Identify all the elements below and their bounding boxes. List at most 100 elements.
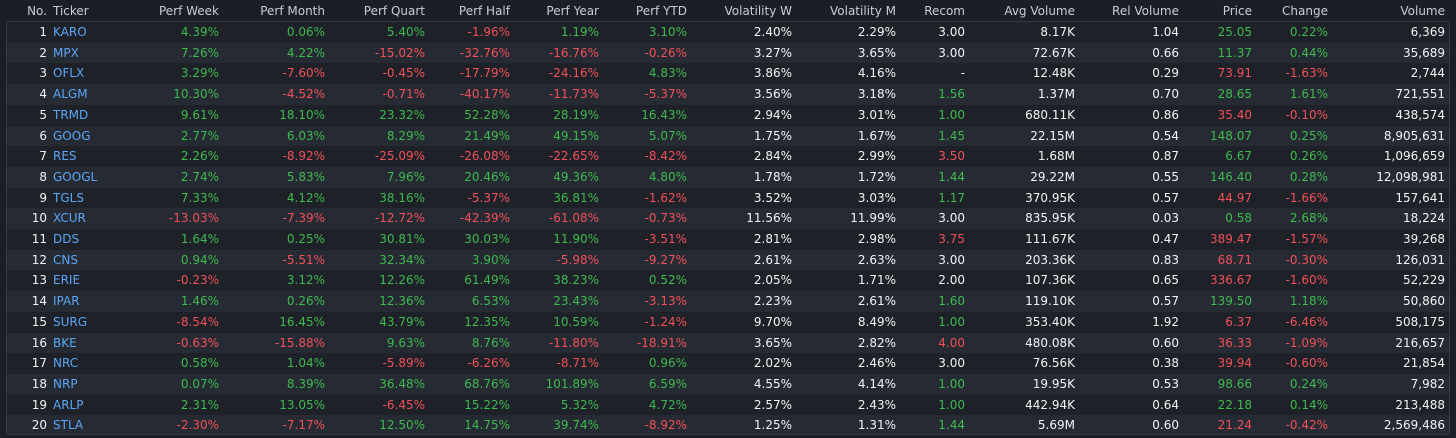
- cell-ticker-link[interactable]: KARO: [53, 25, 87, 39]
- cell-perf-quart: -0.71%: [382, 87, 425, 102]
- table-row[interactable]: 19 ARLP 2.31% 13.05% -6.45% 15.22% 5.32% 4.72% 2…: [7, 394, 1449, 416]
- cell-price: 6.37: [1225, 314, 1252, 329]
- cell-ticker-link[interactable]: CNS: [53, 252, 78, 267]
- table-row[interactable]: 18 NRP 0.07% 8.39% 36.48% 68.76% 101.89% 6.59% 4…: [7, 373, 1449, 395]
- cell-row-number: 9: [39, 190, 47, 205]
- cell-perf-week: -8.54%: [176, 314, 219, 329]
- column-header-change[interactable]: Change: [1282, 4, 1328, 18]
- column-header-perf-ytd[interactable]: Perf YTD: [635, 4, 687, 18]
- column-header-recommendation[interactable]: Recom: [924, 4, 965, 18]
- cell-row-number: 11: [31, 232, 47, 246]
- cell-volatility-month: 1.71%: [857, 273, 896, 288]
- cell-ticker-link[interactable]: TGLS: [53, 190, 84, 205]
- cell-volatility-month: 2.63%: [857, 252, 896, 267]
- cell-volume: 39,268: [1403, 232, 1445, 246]
- table-row[interactable]: 11 DDS 1.64% 0.25% 30.81% 30.03% 11.90% -3.51% 2…: [7, 229, 1449, 250]
- cell-rel-volume: 0.60: [1152, 335, 1179, 350]
- cell-perf-year: 49.36%: [553, 169, 599, 184]
- cell-ticker-link[interactable]: SURG: [53, 314, 88, 329]
- cell-price: 139.50: [1210, 294, 1252, 309]
- cell-change: -6.46%: [1285, 314, 1328, 329]
- column-header-volume[interactable]: Volume: [1400, 4, 1445, 18]
- cell-perf-quart: -0.45%: [382, 66, 425, 81]
- cell-perf-year: 23.43%: [553, 294, 599, 309]
- cell-ticker-link[interactable]: MPX: [53, 45, 79, 60]
- cell-recommendation: 3.00: [938, 356, 965, 371]
- cell-perf-ytd: -3.51%: [644, 232, 687, 246]
- cell-ticker-link[interactable]: ARLP: [53, 397, 84, 412]
- table-row[interactable]: 13 ERIE -0.23% 3.12% 12.26% 61.49% 38.23% 0.52%…: [7, 270, 1449, 292]
- cell-ticker-link[interactable]: BKE: [53, 335, 77, 350]
- column-header-volatility-month[interactable]: Volatility M: [830, 4, 896, 18]
- table-row[interactable]: 8 GOOGL 2.74% 5.83% 7.96% 20.46% 49.36% 4.80% 1.…: [7, 166, 1449, 188]
- table-row[interactable]: 16 BKE -0.63% -15.88% 9.63% 8.76% -11.80% -18.9…: [7, 332, 1449, 354]
- table-row[interactable]: 5 TRMD 9.61% 18.10% 23.32% 52.28% 28.19% 16.43%…: [7, 104, 1449, 126]
- cell-perf-year: 28.19%: [553, 107, 599, 122]
- cell-perf-year: -5.98%: [556, 252, 599, 267]
- column-header-price[interactable]: Price: [1222, 4, 1252, 18]
- cell-perf-half: -6.26%: [467, 356, 510, 371]
- column-header-rel-volume[interactable]: Rel Volume: [1112, 4, 1179, 18]
- cell-perf-ytd: -1.62%: [644, 190, 687, 205]
- cell-perf-month: -8.92%: [282, 149, 325, 164]
- cell-ticker-link[interactable]: OFLX: [53, 66, 85, 81]
- cell-ticker-link[interactable]: NRC: [53, 356, 79, 371]
- column-header-perf-month[interactable]: Perf Month: [260, 4, 325, 18]
- column-header-perf-quart[interactable]: Perf Quart: [363, 4, 425, 18]
- table-row[interactable]: 10 XCUR -13.03% -7.39% -12.72% -42.39% -61.08%…: [7, 208, 1449, 229]
- table-row[interactable]: 6 GOOG 2.77% 6.03% 8.29% 21.49% 49.15% 5.07% 1.7…: [7, 125, 1449, 147]
- cell-volume: 21,854: [1403, 356, 1445, 371]
- column-header-volatility-week[interactable]: Volatility W: [724, 4, 793, 18]
- cell-volatility-week: 2.40%: [753, 25, 792, 39]
- cell-volume: 7,982: [1410, 376, 1445, 391]
- column-header-perf-half[interactable]: Perf Half: [458, 4, 510, 18]
- column-header-row-number[interactable]: No.: [27, 4, 47, 18]
- cell-ticker-link[interactable]: IPAR: [53, 294, 80, 309]
- cell-ticker-link[interactable]: GOOG: [53, 128, 91, 143]
- cell-ticker-link[interactable]: ERIE: [53, 273, 81, 288]
- cell-perf-quart: 12.36%: [379, 294, 425, 309]
- cell-perf-month: 18.10%: [279, 107, 325, 122]
- cell-row-number: 20: [31, 418, 47, 433]
- cell-ticker-link[interactable]: DDS: [53, 232, 80, 246]
- cell-perf-month: 3.12%: [286, 273, 325, 288]
- cell-ticker-link[interactable]: NRP: [53, 376, 78, 391]
- cell-rel-volume: 0.53: [1152, 376, 1179, 391]
- cell-perf-quart: -12.72%: [374, 211, 425, 226]
- table-row[interactable]: 20 STLA -2.30% -7.17% 12.50% 14.75% 39.74% -8.9…: [7, 415, 1449, 434]
- column-header-avg-volume[interactable]: Avg Volume: [1004, 4, 1075, 18]
- cell-change: -1.60%: [1285, 273, 1328, 288]
- column-header-ticker-link[interactable]: Ticker: [53, 4, 89, 18]
- table-row[interactable]: 12 CNS 0.94% -5.51% 32.34% 3.90% -5.98% -9.27% 2…: [7, 249, 1449, 271]
- table-row[interactable]: 7 RES 2.26% -8.92% -25.09% -26.08% -22.65% -8.4…: [7, 146, 1449, 167]
- table-row[interactable]: 9 TGLS 7.33% 4.12% 38.16% -5.37% 36.81% -1.62% 3…: [7, 187, 1449, 209]
- table-row[interactable]: 17 NRC 0.58% 1.04% -5.89% -6.26% -8.71% 0.96% 2.…: [7, 353, 1449, 374]
- cell-rel-volume: 0.60: [1152, 418, 1179, 433]
- cell-row-number: 4: [39, 87, 47, 102]
- cell-perf-half: 21.49%: [464, 128, 510, 143]
- cell-perf-half: 12.35%: [464, 314, 510, 329]
- column-header-perf-week[interactable]: Perf Week: [158, 4, 219, 18]
- cell-ticker-link[interactable]: ALGM: [53, 87, 88, 102]
- cell-rel-volume: 0.70: [1152, 87, 1179, 102]
- cell-perf-year: -61.08%: [548, 211, 599, 226]
- cell-ticker-link[interactable]: STLA: [53, 418, 84, 433]
- cell-recommendation: 1.00: [938, 314, 965, 329]
- table-row[interactable]: 14 IPAR 1.46% 0.26% 12.36% 6.53% 23.43% -3.13% 2…: [7, 291, 1449, 312]
- table-row[interactable]: 1 KARO 4.39% 0.06% 5.40% -1.96% 1.19% 3.10% 2.40…: [7, 22, 1449, 43]
- cell-avg-volume: 480.08K: [1025, 335, 1075, 350]
- cell-volatility-month: 1.72%: [857, 169, 896, 184]
- cell-volatility-week: 1.25%: [753, 418, 792, 433]
- cell-volatility-month: 2.99%: [857, 149, 896, 164]
- cell-ticker-link[interactable]: XCUR: [53, 211, 86, 226]
- cell-avg-volume: 442.94K: [1025, 397, 1075, 412]
- cell-price: 389.47: [1210, 232, 1252, 246]
- column-header-perf-year[interactable]: Perf Year: [546, 4, 599, 18]
- table-row[interactable]: 4 ALGM 10.30% -4.52% -0.71% -40.17% -11.73% -5.…: [7, 84, 1449, 105]
- cell-ticker-link[interactable]: GOOGL: [53, 169, 98, 184]
- cell-ticker-link[interactable]: TRMD: [53, 107, 89, 122]
- table-row[interactable]: 15 SURG -8.54% 16.45% 43.79% 12.35% 10.59% -1.2…: [7, 311, 1449, 333]
- table-row[interactable]: 3 OFLX 3.29% -7.60% -0.45% -17.79% -24.16% 4.83…: [7, 63, 1449, 85]
- table-row[interactable]: 2 MPX 7.26% 4.22% -15.02% -32.76% -16.76% -0.26…: [7, 42, 1449, 64]
- cell-ticker-link[interactable]: RES: [53, 149, 77, 164]
